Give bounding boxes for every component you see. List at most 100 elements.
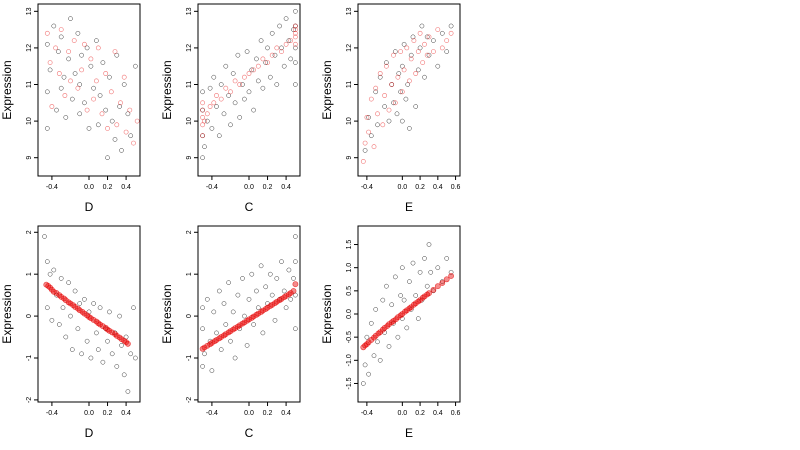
red-point [66,49,71,54]
black-point [293,234,298,239]
red-point [448,30,454,36]
y-tick-label: 12 [186,44,193,52]
x-tick-label: -0.4 [206,184,218,191]
red-point [292,281,299,288]
black-point [214,330,219,336]
black-point [404,325,410,331]
red-point [408,56,414,62]
black-point [242,96,247,102]
red-point [56,71,62,76]
black-point [44,259,50,264]
black-point [410,34,416,40]
x-tick-label: 0.0 [84,410,94,417]
black-point [286,38,292,43]
black-point [288,56,294,62]
y-axis-label: Expression [320,60,334,119]
black-point [265,45,270,51]
red-point [200,107,205,113]
black-point [415,67,421,73]
y-axis-label: Expression [160,284,174,343]
red-point [415,49,421,54]
red-point [255,310,262,317]
red-point [273,298,280,305]
black-point [431,288,436,294]
red-point [94,78,99,84]
red-point [123,129,129,135]
black-point [72,71,78,76]
red-point [382,93,387,98]
black-point [444,49,450,54]
red-point [375,111,380,117]
black-point [58,34,64,40]
red-point [208,339,215,346]
red-point [439,45,445,51]
red-point [259,307,266,314]
black-point [439,30,445,36]
black-point [279,45,284,51]
black-point [66,56,71,62]
black-point [223,63,229,69]
black-point [396,71,402,76]
black-point [63,334,69,340]
black-point [119,343,124,348]
black-point [47,271,53,277]
x-tick-label: 0.4 [433,184,443,191]
scatter-panel-5: -0.4 0.0 0.2 0.4 -2 -1 0 1 2 C Expression [160,225,301,440]
x-axis-label: D [85,200,94,214]
black-point [230,71,236,76]
black-point [112,137,118,142]
points-layer [44,16,140,161]
red-point [406,78,412,84]
black-point [61,74,67,80]
x-tick-label: -0.4 [46,184,58,191]
red-point [108,89,114,95]
red-point [439,280,446,286]
black-point [435,265,441,271]
red-point [201,344,208,351]
black-point [448,269,454,275]
y-tick-label: 11 [186,81,193,88]
black-point [417,45,423,51]
black-point [125,111,131,117]
x-tick-label: 0.2 [263,410,273,417]
black-point [204,296,210,302]
plot-frame [357,3,461,177]
x-axis-label: E [405,426,413,440]
y-tick-label: 12 [26,44,33,52]
y-tick-label: 0 [186,314,193,318]
black-point [293,60,298,65]
black-point [260,330,266,336]
points-layer [200,8,298,161]
black-point [226,93,231,98]
black-point [44,126,50,131]
plot-frame [197,3,301,177]
scatter-panel-4: -0.4 0.0 0.2 0.4 -2 -1 0 1 2 D Expression [0,225,141,440]
red-point [283,41,289,47]
red-point [260,56,266,62]
black-point [204,118,210,124]
black-point [88,63,94,69]
red-point [434,283,441,290]
black-point [44,305,50,311]
black-point [281,288,287,294]
x-tick-label: 0.6 [451,410,461,417]
x-tick-label: 0.4 [281,410,291,417]
black-point [272,52,278,58]
y-tick-label: 10 [26,117,33,125]
y-tick-label: -0.5 [346,331,353,343]
black-point [364,334,370,340]
black-point [47,67,53,73]
red-point [84,107,90,113]
red-point [127,107,133,113]
black-point [200,89,205,95]
black-point [95,347,101,352]
plot-frame [37,3,141,177]
black-point [221,301,227,306]
red-point [364,115,370,120]
black-point [49,317,55,323]
x-tick-label: -0.4 [206,410,218,417]
y-tick-label: -1.5 [346,377,353,389]
red-point [88,56,94,62]
black-point [417,269,423,275]
